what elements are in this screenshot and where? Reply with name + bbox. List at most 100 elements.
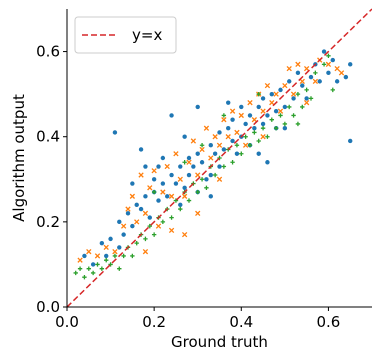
data-point-s1-47 [303,65,310,72]
data-point-s2-23 [173,198,179,203]
data-point-s1-4 [112,248,118,255]
data-point-s0-56 [269,91,274,97]
data-point-s0-15 [143,164,148,169]
reference-line-y-equals-x [66,8,372,308]
data-point-s2-41 [252,130,257,135]
data-point-s0-53 [260,121,266,127]
data-point-s0-36 [208,143,213,148]
data-point-s1-55 [142,248,149,255]
data-point-s1-42 [282,82,288,89]
data-point-s1-44 [290,91,297,97]
data-point-s2-49 [287,104,292,110]
data-point-s0-23 [169,172,174,178]
data-point-s1-35 [251,117,258,123]
data-point-s1-58 [260,134,266,140]
data-point-s1-25 [208,155,214,161]
data-point-s2-20 [160,219,166,225]
data-point-s0-47 [239,104,244,110]
data-point-s0-3 [104,253,109,259]
data-point-s1-46 [299,78,305,85]
data-point-s0-81 [182,134,187,139]
data-point-s1-32 [238,112,244,119]
data-point-s1-30 [229,108,236,114]
data-point-s1-27 [216,142,223,148]
data-point-s2-62 [182,160,187,165]
data-point-s0-9 [125,211,131,216]
data-point-s2-34 [221,164,227,169]
data-point-s2-52 [300,104,305,110]
data-point-s1-34 [247,99,253,106]
data-point-s1-40 [273,91,279,97]
data-point-s1-39 [269,99,275,106]
data-point-s1-7 [129,193,136,199]
data-point-s0-21 [160,155,166,161]
data-point-s1-45 [295,61,301,68]
data-point-s0-30 [186,172,192,178]
data-point-s0-39 [217,164,222,169]
data-point-s2-5 [95,262,100,267]
data-point-s0-11 [134,202,139,208]
data-point-s0-10 [130,223,135,229]
data-point-s1-59 [303,99,310,106]
data-point-s0-16 [147,215,152,220]
data-point-s2-63 [256,91,261,97]
data-point-s0-54 [260,96,266,101]
y-tick-label-1: 0.2 [36,213,60,231]
data-point-s0-80 [226,100,231,105]
data-point-s0-66 [308,74,314,80]
data-point-s1-31 [234,129,240,136]
data-point-s0-42 [226,126,231,131]
data-point-s0-41 [221,147,227,152]
data-point-s0-4 [108,236,113,242]
data-point-s1-1 [86,248,92,255]
data-point-s0-24 [169,113,174,118]
data-point-s2-16 [143,236,148,242]
data-point-s1-24 [203,125,210,131]
data-point-s2-38 [239,151,244,156]
data-point-s0-63 [295,70,301,76]
data-point-s1-38 [264,82,271,89]
data-point-s0-29 [186,155,192,161]
data-point-s1-56 [168,227,175,234]
data-point-s2-33 [217,155,222,161]
y-axis-label: Algorithm output [10,94,28,222]
data-point-s2-30 [204,185,209,190]
data-point-s0-52 [256,104,261,110]
data-point-s1-8 [134,219,140,225]
data-point-s2-57 [326,53,331,59]
legend: y=x [74,16,177,54]
data-point-s2-42 [256,138,261,144]
data-point-s0-31 [191,164,196,169]
data-point-s1-53 [181,231,188,238]
data-point-s2-48 [282,121,288,127]
data-point-s0-65 [304,96,309,101]
data-points [73,49,353,280]
data-point-s1-18 [177,176,183,182]
data-point-s1-43 [286,65,292,72]
data-point-s0-19 [156,198,161,203]
y-tick-label-0: 0.0 [36,298,60,316]
data-point-s1-20 [186,159,192,165]
data-point-s1-19 [181,193,188,199]
data-point-s1-17 [173,151,179,157]
data-point-s0-73 [343,74,349,80]
data-point-s1-15 [164,163,170,170]
data-point-s0-35 [204,177,209,182]
data-point-s0-55 [265,113,270,118]
data-point-s0-61 [287,79,292,84]
data-point-s1-9 [138,172,144,178]
data-point-s0-83 [208,194,213,199]
data-point-s2-58 [330,87,335,93]
data-point-s1-26 [212,134,218,140]
data-point-s0-27 [178,164,183,169]
data-point-s2-13 [130,253,135,259]
y-tick-label-3: 0.6 [36,43,60,61]
data-point-s0-25 [173,181,179,186]
data-point-s0-37 [208,172,213,178]
data-point-s2-11 [121,253,126,259]
data-point-s2-64 [295,121,301,127]
data-point-s2-2 [82,275,87,280]
data-point-s2-7 [104,257,109,263]
data-point-s2-8 [108,262,113,267]
